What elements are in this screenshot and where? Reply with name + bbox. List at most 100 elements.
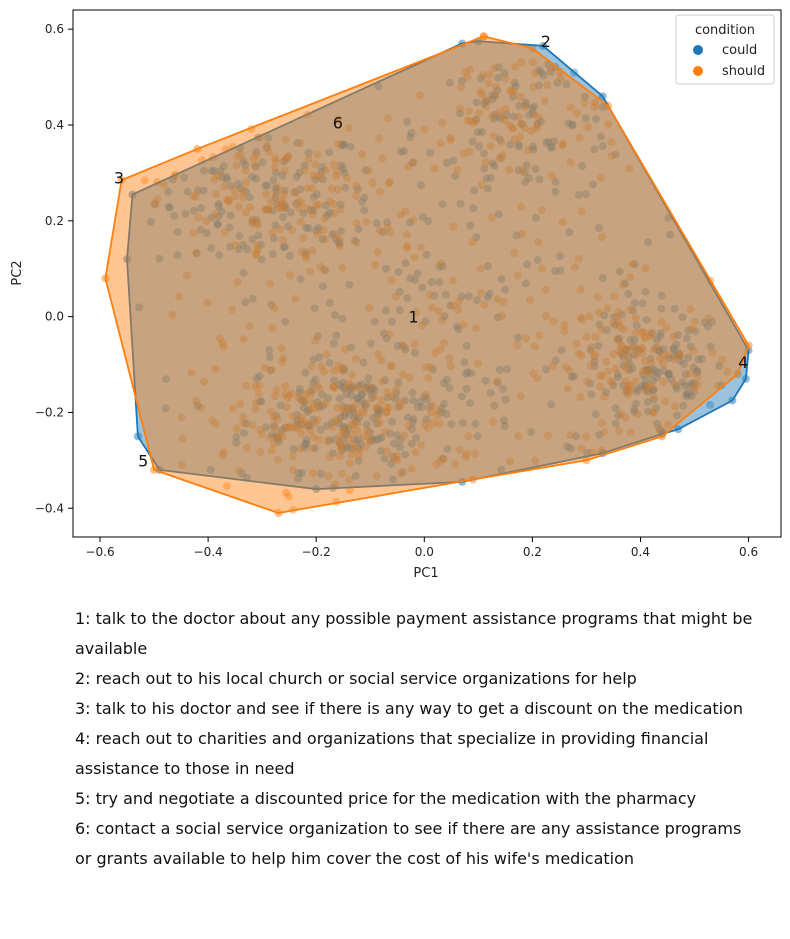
scatter-point: [336, 200, 345, 209]
scatter-point: [269, 439, 278, 448]
scatter-point: [306, 391, 315, 400]
scatter-point: [458, 419, 467, 428]
scatter-point: [334, 185, 343, 194]
scatter-point: [449, 276, 458, 285]
scatter-point: [296, 185, 305, 194]
scatter-point: [424, 374, 433, 383]
scatter-point: [457, 82, 466, 91]
scatter-point: [340, 384, 349, 393]
scatter-point: [373, 248, 382, 257]
scatter-point: [265, 345, 274, 354]
scatter-point: [648, 408, 657, 417]
scatter-point: [273, 433, 282, 442]
scatter-point: [331, 480, 340, 489]
scatter-point: [178, 434, 187, 443]
scatter-point: [339, 140, 348, 149]
scatter-point: [309, 193, 318, 202]
scatter-point: [320, 367, 329, 376]
scatter-point: [351, 417, 360, 426]
scatter-point: [482, 97, 491, 106]
scatter-point: [546, 68, 555, 77]
scatter-point: [339, 364, 348, 373]
scatter-point: [610, 292, 619, 301]
scatter-point: [337, 442, 346, 451]
scatter-point: [234, 202, 243, 211]
scatter-point: [565, 228, 574, 237]
scatter-point: [256, 240, 265, 249]
scatter-point: [509, 112, 518, 121]
scatter-point: [233, 278, 242, 287]
scatter-point: [510, 135, 519, 144]
scatter-point: [490, 132, 499, 141]
scatter-point: [639, 328, 648, 337]
scatter-point: [280, 166, 289, 175]
scatter-point: [503, 365, 512, 374]
scatter-point: [625, 305, 634, 314]
y-tick-label: 0.6: [45, 22, 64, 36]
scatter-point: [339, 366, 348, 375]
scatter-point: [302, 439, 311, 448]
scatter-point: [505, 120, 514, 129]
scatter-point: [322, 211, 331, 220]
scatter-point: [291, 294, 300, 303]
scatter-point: [678, 313, 687, 322]
scatter-point: [617, 310, 626, 319]
scatter-point: [303, 204, 312, 213]
scatter-point: [416, 440, 425, 449]
scatter-point: [476, 264, 485, 273]
scatter-point: [594, 341, 603, 350]
scatter-point: [625, 381, 634, 390]
scatter-point: [322, 350, 331, 359]
scatter-point: [354, 394, 363, 403]
scatter-point: [396, 469, 405, 478]
scatter-point: [257, 397, 266, 406]
scatter-point: [277, 202, 286, 211]
scatter-point: [551, 267, 560, 276]
scatter-point: [354, 225, 363, 234]
scatter-point: [302, 253, 311, 262]
scatter-point: [272, 200, 281, 209]
point-annotations: 1 2 3 4 5 6: [114, 32, 748, 470]
scatter-point: [202, 229, 211, 238]
scatter-point: [382, 334, 391, 343]
scatter-point: [498, 384, 507, 393]
scatter-point: [284, 222, 293, 231]
scatter-point: [313, 229, 322, 238]
scatter-point: [551, 187, 560, 196]
scatter-point: [692, 368, 701, 377]
scatter-point: [533, 119, 542, 128]
scatter-point: [299, 234, 308, 243]
scatter-point: [687, 392, 696, 401]
scatter-point: [569, 372, 578, 381]
scatter-point: [411, 275, 420, 284]
scatter-point: [594, 308, 603, 317]
scatter-point: [232, 438, 241, 447]
scatter-point: [310, 419, 319, 428]
scatter-point: [391, 454, 400, 463]
scatter-point: [409, 216, 418, 225]
scatter-point: [301, 251, 310, 260]
scatter-point: [255, 381, 264, 390]
scatter-point: [438, 200, 447, 209]
scatter-point: [288, 412, 297, 421]
scatter-point: [621, 346, 630, 355]
scatter-point: [215, 334, 224, 343]
scatter-point: [622, 358, 631, 367]
x-tick-label: 0.2: [523, 545, 542, 559]
scatter-point: [279, 213, 288, 222]
scatter-point: [269, 421, 278, 430]
legend-marker-should: [693, 66, 703, 76]
scatter-point: [445, 354, 454, 363]
scatter-point: [467, 369, 476, 378]
scatter-point: [602, 357, 611, 366]
scatter-point: [493, 377, 502, 386]
scatter-point: [285, 271, 294, 280]
scatter-point: [403, 242, 412, 251]
scatter-point: [509, 87, 518, 96]
scatter-point: [464, 432, 473, 441]
scatter-point: [388, 392, 397, 401]
scatter-point: [463, 116, 472, 125]
scatter-point: [250, 154, 259, 163]
scatter-point: [649, 386, 658, 395]
scatter-point: [609, 350, 618, 359]
